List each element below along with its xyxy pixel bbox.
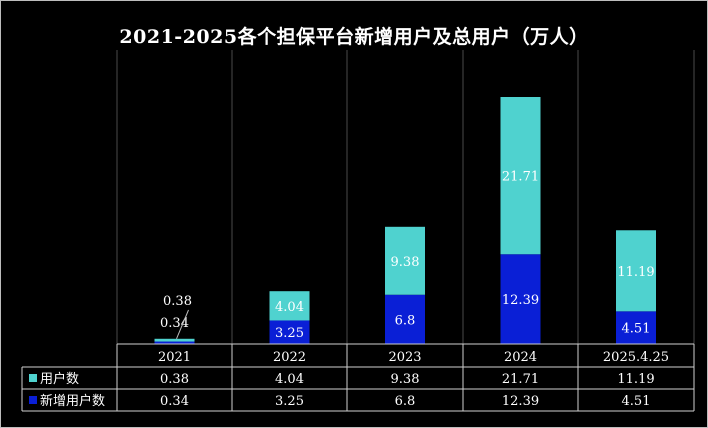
bar-users-2021 — [154, 338, 195, 342]
legend-label-1: 新增用户数 — [40, 393, 105, 409]
table-cell-0-2: 9.38 — [391, 372, 420, 387]
label-users-2021: 0.38 — [163, 294, 192, 309]
table-cell-0-1: 4.04 — [275, 372, 304, 387]
bar-users-2022 — [269, 291, 310, 321]
table-cell-1-3: 12.39 — [502, 394, 539, 409]
table-cell-1-0: 0.34 — [160, 394, 189, 409]
label-users-2023: 9.38 — [391, 255, 420, 270]
label-new-users-2024: 12.39 — [502, 293, 539, 308]
label-new-users-2022: 3.25 — [275, 326, 304, 341]
leader-line-2021 — [176, 309, 189, 339]
bar-new-users-2021 — [154, 341, 195, 344]
bar-new-users-2025.4.25 — [616, 311, 656, 344]
legend-label-0: 用户数 — [40, 371, 79, 387]
tick-label-2024: 2024 — [504, 350, 537, 365]
bar-users-2024 — [500, 97, 541, 255]
bar-new-users-2023 — [385, 294, 425, 344]
legend-key-0 — [29, 374, 37, 382]
bar-users-2023 — [385, 226, 425, 295]
chart-title: 2021-2025各个担保平台新增用户及总用户（万人） — [119, 26, 589, 48]
bar-new-users-2024 — [500, 254, 541, 344]
label-users-2025.4.25: 11.19 — [617, 265, 654, 280]
label-new-users-2023: 6.8 — [395, 313, 416, 328]
table-cell-1-1: 3.25 — [275, 394, 304, 409]
table-cell-1-2: 6.8 — [395, 394, 416, 409]
table-cell-1-4: 4.51 — [622, 394, 651, 409]
label-users-2022: 4.04 — [275, 300, 304, 315]
tick-label-2025.4.25: 2025.4.25 — [603, 350, 669, 365]
tick-label-2022: 2022 — [273, 350, 306, 365]
label-users-2024: 21.71 — [502, 170, 539, 185]
table-cell-0-3: 21.71 — [502, 372, 539, 387]
tick-label-2023: 2023 — [388, 350, 421, 365]
legend-key-1 — [29, 396, 37, 404]
table-cell-0-0: 0.38 — [160, 372, 189, 387]
bar-new-users-2022 — [269, 320, 310, 344]
bar-users-2025.4.25 — [616, 230, 656, 312]
tick-label-2021: 2021 — [158, 350, 191, 365]
label-new-users-2025.4.25: 4.51 — [622, 322, 651, 337]
table-cell-0-4: 11.19 — [617, 372, 654, 387]
